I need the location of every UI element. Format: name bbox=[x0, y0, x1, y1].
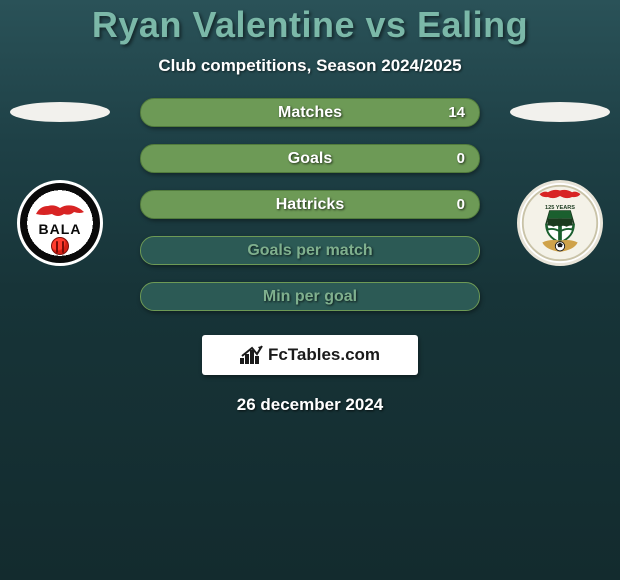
player-headshot-placeholder bbox=[510, 102, 610, 122]
infographic-root: Ryan Valentine vs Ealing Club competitio… bbox=[0, 0, 620, 415]
stat-bar: Goals 0 bbox=[140, 144, 480, 173]
stat-label: Min per goal bbox=[263, 288, 357, 306]
dragon-icon bbox=[34, 200, 86, 220]
club-crest-right: 125 YEARS bbox=[517, 180, 603, 266]
stat-label: Matches bbox=[278, 104, 342, 122]
stat-bar: Hattricks 0 bbox=[140, 190, 480, 219]
player-right: 125 YEARS bbox=[500, 98, 620, 266]
brand-text: FcTables.com bbox=[268, 345, 380, 365]
stat-bar: Goals per match bbox=[140, 236, 480, 265]
body: BALA 125 YEARS bbox=[0, 98, 620, 415]
bars-icon bbox=[240, 344, 264, 366]
crest-left-text: BALA bbox=[39, 221, 82, 237]
stat-bars: Matches 14 Goals 0 Hattricks 0 Goals per match… bbox=[140, 98, 480, 311]
subtitle: Club competitions, Season 2024/2025 bbox=[158, 56, 461, 76]
club-crest-left: BALA bbox=[17, 180, 103, 266]
date-text: 26 december 2024 bbox=[0, 395, 620, 415]
stat-label: Goals per match bbox=[247, 242, 372, 260]
crest-right-text: 125 YEARS bbox=[545, 205, 575, 211]
brand-box: FcTables.com bbox=[202, 335, 418, 375]
ball-icon bbox=[51, 237, 69, 255]
stat-value-right: 0 bbox=[457, 150, 465, 167]
stat-bar: Matches 14 bbox=[140, 98, 480, 127]
stat-label: Hattricks bbox=[276, 196, 344, 214]
stat-bar: Min per goal bbox=[140, 282, 480, 311]
player-left: BALA bbox=[0, 98, 120, 266]
stat-value-right: 14 bbox=[448, 104, 465, 121]
stat-label: Goals bbox=[288, 150, 332, 168]
player-headshot-placeholder bbox=[10, 102, 110, 122]
brand-logo: FcTables.com bbox=[240, 344, 380, 366]
stat-value-right: 0 bbox=[457, 196, 465, 213]
page-title: Ryan Valentine vs Ealing bbox=[82, 4, 538, 46]
